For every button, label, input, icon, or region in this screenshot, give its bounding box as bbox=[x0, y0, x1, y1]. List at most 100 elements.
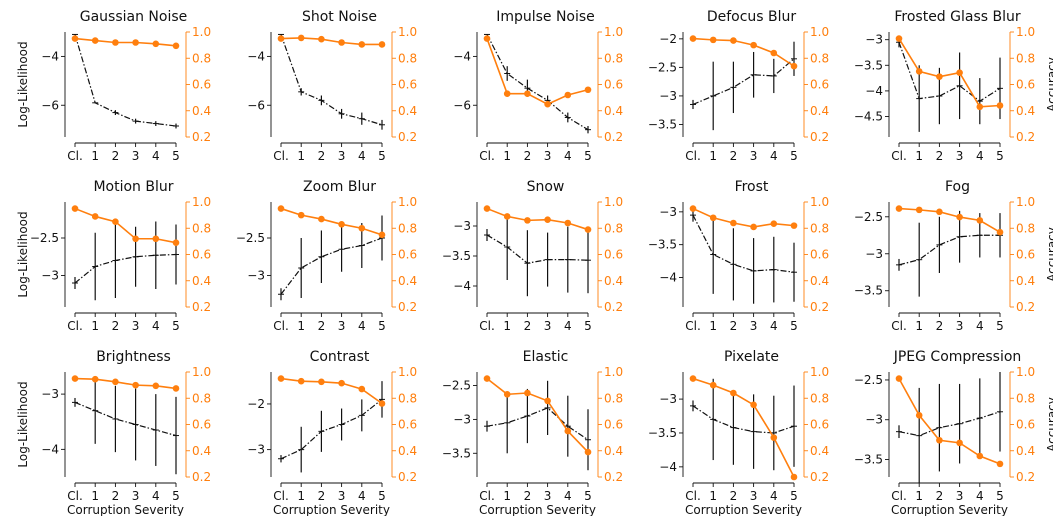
right-tick-label: 0.8 bbox=[810, 221, 829, 235]
accuracy-point bbox=[524, 389, 531, 397]
accuracy-point bbox=[524, 90, 531, 97]
right-axis-label: Accuracy bbox=[1045, 397, 1053, 452]
right-tick-label: 0.8 bbox=[1016, 391, 1035, 405]
accuracy-point bbox=[976, 103, 984, 111]
x-tick-label: 3 bbox=[956, 319, 964, 333]
left-tick-label: −3 bbox=[865, 413, 883, 427]
right-tick-label: 0.4 bbox=[810, 104, 829, 118]
right-tick-label: 0.6 bbox=[604, 248, 623, 262]
x-tick-label: 2 bbox=[112, 149, 120, 163]
x-tick-label: 1 bbox=[709, 489, 717, 503]
right-tick-label: 1.0 bbox=[1016, 25, 1035, 39]
x-tick-label: 5 bbox=[378, 149, 386, 163]
right-tick-label: 0.2 bbox=[604, 470, 623, 484]
left-tick-label: −4 bbox=[247, 49, 265, 63]
x-tick-label: 4 bbox=[152, 149, 160, 163]
accuracy-point bbox=[936, 436, 943, 444]
panel-frost: Frost Cl. 1 2 3 4 5 −3 −3.5 −4 1.0 0.8 0.6 0.4 0.2 bbox=[648, 179, 829, 333]
loglik-line bbox=[692, 58, 795, 106]
x-tick-label: 1 bbox=[297, 319, 305, 333]
accuracy-point bbox=[689, 35, 697, 42]
left-tick-label: −6 bbox=[41, 98, 59, 112]
right-tick-label: 0.8 bbox=[810, 51, 829, 65]
left-tick-label: −3 bbox=[865, 33, 883, 47]
panel-title: Brightness bbox=[96, 349, 171, 365]
accuracy-point bbox=[544, 397, 551, 405]
x-tick-label: 4 bbox=[358, 149, 366, 163]
x-tick-label: 3 bbox=[544, 489, 552, 503]
accuracy-line bbox=[486, 207, 589, 231]
accuracy-line bbox=[280, 207, 383, 236]
right-tick-label: 0.6 bbox=[192, 418, 211, 432]
accuracy-point bbox=[132, 381, 139, 389]
x-tick-label: 5 bbox=[172, 319, 180, 333]
right-tick-label: 1.0 bbox=[398, 365, 417, 379]
left-tick-label: −3 bbox=[41, 269, 59, 283]
right-tick-label: 0.2 bbox=[398, 470, 417, 484]
right-tick-label: 0.8 bbox=[192, 221, 211, 235]
x-tick-label: 4 bbox=[358, 319, 366, 333]
accuracy-point bbox=[895, 375, 903, 382]
panel-title: Frosted Glass Blur bbox=[894, 9, 1021, 25]
x-tick-label: 3 bbox=[750, 489, 758, 503]
x-tick-label: 4 bbox=[564, 489, 572, 503]
loglik-line bbox=[74, 34, 177, 127]
left-tick-label: −4 bbox=[659, 270, 677, 284]
panel-fog: Fog Cl. 1 2 3 4 5 −2.5 −3 −3.5 1.0 0.8 0.6 0.4 0.2 Accu… bbox=[854, 179, 1053, 333]
panel-elastic: Elastic Cl. 1 2 3 4 5 −2.5 −3 −3.5 1.0 0.8 0.6 0.4 0.2… bbox=[442, 349, 623, 516]
x-tick-label: 3 bbox=[338, 319, 346, 333]
accuracy-point bbox=[915, 68, 923, 75]
loglik-line bbox=[74, 401, 177, 437]
right-tick-label: 1.0 bbox=[192, 25, 211, 39]
x-tick-label: Cl. bbox=[67, 149, 83, 163]
accuracy-point bbox=[544, 216, 551, 224]
accuracy-point bbox=[483, 375, 491, 382]
loglik-line bbox=[74, 253, 177, 284]
x-tick-label: Cl. bbox=[685, 489, 701, 503]
right-tick-label: 0.6 bbox=[192, 78, 211, 92]
accuracy-point bbox=[172, 239, 180, 246]
accuracy-point bbox=[976, 452, 984, 460]
loglik-line bbox=[692, 214, 795, 273]
accuracy-line bbox=[692, 377, 795, 478]
right-tick-label: 0.6 bbox=[604, 418, 623, 432]
panel-title: Frost bbox=[735, 179, 769, 195]
right-tick-label: 0.8 bbox=[1016, 221, 1035, 235]
accuracy-point bbox=[318, 215, 325, 223]
left-tick-label: −3.5 bbox=[854, 284, 883, 298]
right-tick-label: 0.8 bbox=[192, 51, 211, 65]
x-tick-label: 2 bbox=[936, 489, 944, 503]
right-tick-label: 0.8 bbox=[398, 51, 417, 65]
accuracy-line bbox=[280, 377, 383, 405]
x-tick-label: 5 bbox=[584, 149, 592, 163]
accuracy-point bbox=[956, 439, 963, 447]
right-tick-label: 0.8 bbox=[604, 221, 623, 235]
x-tick-label: 1 bbox=[503, 319, 511, 333]
accuracy-point bbox=[112, 39, 119, 46]
right-tick-label: 1.0 bbox=[604, 25, 623, 39]
accuracy-point bbox=[91, 213, 99, 220]
panel-title: Shot Noise bbox=[302, 9, 377, 25]
x-tick-label: Cl. bbox=[479, 149, 495, 163]
accuracy-point bbox=[936, 208, 943, 216]
x-tick-label: 5 bbox=[790, 319, 798, 333]
right-tick-label: 0.4 bbox=[398, 274, 417, 288]
panel-contrast: Contrast Cl. 1 2 3 4 5 −2 −3 1.0 0.8 0.6 0.4 0.2 Corru… bbox=[247, 349, 417, 516]
accuracy-point bbox=[503, 90, 511, 97]
right-tick-label: 0.4 bbox=[192, 104, 211, 118]
x-tick-label: Cl. bbox=[479, 319, 495, 333]
accuracy-point bbox=[378, 41, 386, 48]
accuracy-point bbox=[976, 217, 984, 224]
left-axis-label: Log-Likelihood bbox=[16, 381, 30, 467]
accuracy-point bbox=[71, 205, 79, 212]
left-tick-label: −3 bbox=[865, 247, 883, 261]
accuracy-point bbox=[378, 400, 386, 407]
accuracy-point bbox=[564, 91, 572, 99]
right-tick-label: 0.4 bbox=[604, 444, 623, 458]
right-tick-label: 0.6 bbox=[1016, 78, 1035, 92]
x-tick-label: 5 bbox=[996, 319, 1004, 333]
accuracy-point bbox=[730, 37, 737, 44]
left-tick-label: −3 bbox=[41, 387, 59, 401]
accuracy-point bbox=[709, 381, 717, 389]
accuracy-point bbox=[689, 375, 697, 382]
